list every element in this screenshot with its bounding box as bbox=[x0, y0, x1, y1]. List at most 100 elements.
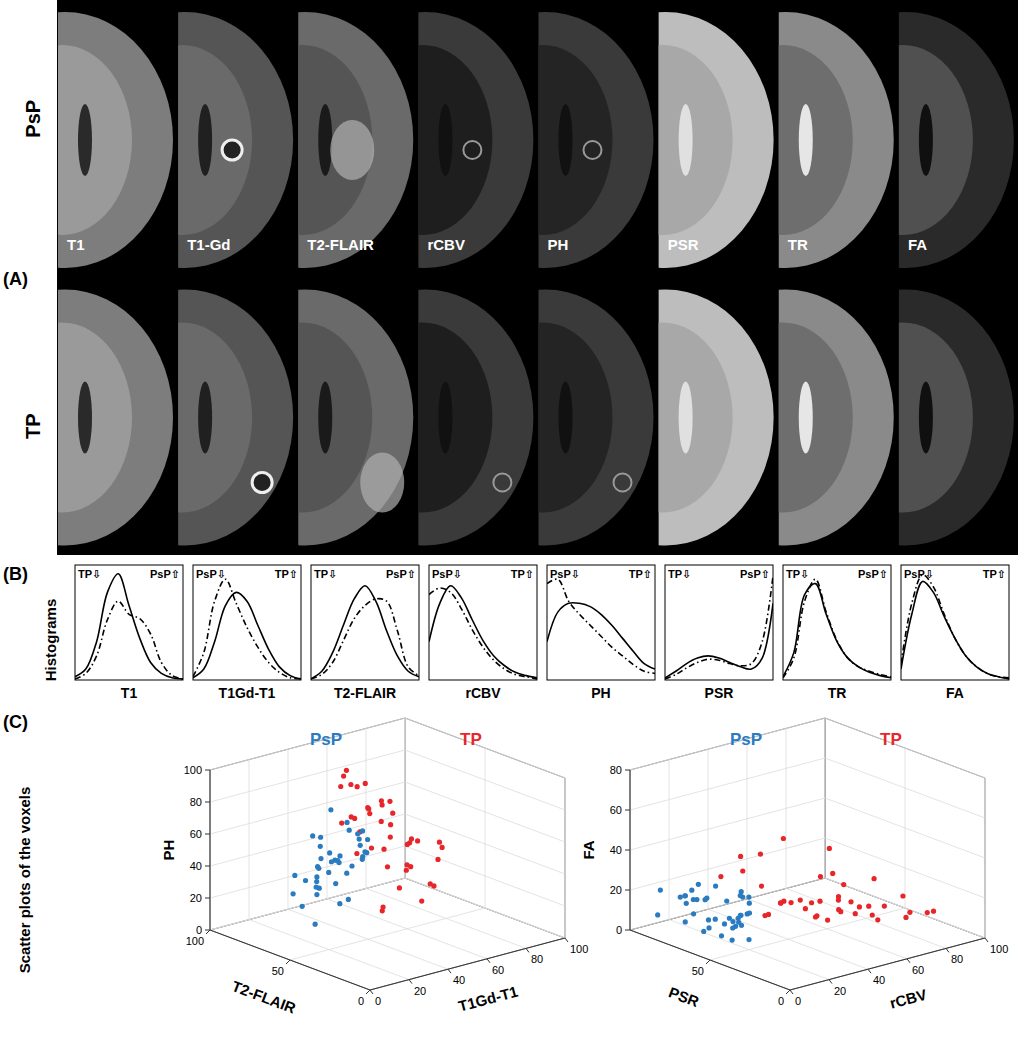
z-tick bbox=[205, 866, 210, 867]
scatter-point bbox=[838, 909, 843, 914]
scatter-point bbox=[387, 799, 392, 804]
hist-plot bbox=[901, 575, 1009, 679]
ventricle bbox=[679, 104, 693, 176]
y-tick-label: 50 bbox=[692, 965, 704, 977]
x-tick-label: 60 bbox=[492, 964, 504, 976]
scatter-point bbox=[739, 923, 744, 928]
scatter-point bbox=[848, 899, 853, 904]
grid-line bbox=[630, 718, 825, 770]
scatter-point bbox=[738, 913, 743, 918]
brain-inner bbox=[659, 323, 733, 513]
y-tick bbox=[286, 960, 290, 964]
grid-line bbox=[327, 739, 328, 899]
grid-line bbox=[290, 908, 485, 960]
grid-line bbox=[825, 838, 985, 898]
scatter-point bbox=[365, 837, 370, 842]
scatter-point bbox=[315, 864, 320, 869]
wall bbox=[825, 718, 985, 938]
brain-outline bbox=[659, 12, 774, 268]
brain-inner bbox=[418, 45, 492, 235]
scatter-point bbox=[318, 835, 323, 840]
grid-line bbox=[210, 846, 405, 898]
scatter-points bbox=[291, 768, 445, 927]
image-tile bbox=[418, 290, 533, 546]
scatter-point bbox=[335, 858, 340, 863]
y-tick-label: 0 bbox=[778, 995, 784, 1007]
scatter-point bbox=[358, 843, 363, 848]
scatter-point bbox=[407, 840, 412, 845]
ventricle bbox=[559, 382, 573, 454]
x-axis-title: T2-FLAIR bbox=[334, 685, 396, 701]
scatter-point bbox=[314, 885, 319, 890]
z-tick bbox=[625, 810, 630, 811]
legend-label: TP bbox=[460, 730, 482, 749]
brain-inner bbox=[779, 45, 853, 235]
scatter-point bbox=[355, 784, 360, 789]
x-tick-label: 80 bbox=[531, 953, 543, 965]
scatter-point bbox=[404, 868, 409, 873]
hist-curve bbox=[311, 586, 419, 679]
scatter-points bbox=[655, 836, 936, 943]
y-axis-title: PSR bbox=[667, 983, 702, 1010]
hist-curve bbox=[311, 599, 419, 679]
x-tick bbox=[487, 959, 490, 963]
hist-annotation: PsP⇧ bbox=[740, 568, 770, 580]
z-axis-title: PH bbox=[160, 840, 177, 861]
scatter-point bbox=[354, 851, 359, 856]
hist-frame bbox=[783, 565, 891, 680]
scatter-point bbox=[658, 888, 663, 893]
scatter-point bbox=[903, 915, 908, 920]
grid-line bbox=[630, 878, 825, 930]
z-tick bbox=[625, 890, 630, 891]
scatter-point bbox=[706, 917, 711, 922]
scatter-point bbox=[318, 856, 323, 861]
scatter-point bbox=[718, 874, 723, 879]
scatter-point bbox=[724, 898, 729, 903]
x-axis-line bbox=[370, 938, 565, 990]
scatter-point bbox=[380, 904, 385, 909]
x-axis-title: rCBV bbox=[465, 685, 501, 701]
image-tile bbox=[899, 290, 1014, 546]
scatter-point bbox=[706, 925, 711, 930]
grid-line bbox=[710, 908, 905, 960]
hist-curve bbox=[75, 601, 183, 679]
z-axis-line bbox=[210, 770, 211, 930]
scatter-point bbox=[803, 906, 808, 911]
scatter-point bbox=[781, 836, 786, 841]
hist-curve bbox=[783, 579, 891, 678]
scatter-point bbox=[870, 912, 875, 917]
x-axis-title: TR bbox=[828, 685, 847, 701]
scatter-point bbox=[722, 921, 727, 926]
grid-line bbox=[405, 814, 565, 874]
scatter-point bbox=[713, 883, 718, 888]
lesion bbox=[584, 141, 602, 159]
x-tick bbox=[868, 969, 871, 973]
x-tick bbox=[985, 938, 988, 942]
figure-canvas: T1T1-GdT2-FLAIRrCBVPHPSRTRFAPsPTP(A)(B)H… bbox=[0, 0, 1024, 1050]
z-tick-label: 80 bbox=[610, 764, 622, 776]
hist-frame bbox=[429, 565, 537, 680]
hist-curve bbox=[193, 592, 301, 679]
x-tick-label: 20 bbox=[414, 985, 426, 997]
scatter-point bbox=[740, 868, 745, 873]
scatter-point bbox=[857, 904, 862, 909]
scatter-point bbox=[825, 917, 830, 922]
z-tick-label: 0 bbox=[196, 924, 202, 936]
column-label: PH bbox=[548, 236, 569, 253]
scatter-point bbox=[788, 900, 793, 905]
hist-annotation: TP⇧ bbox=[275, 568, 298, 580]
grid-line bbox=[210, 878, 405, 930]
x-tick bbox=[370, 990, 373, 994]
column-label: T2-FLAIR bbox=[307, 236, 374, 253]
hist-annotation: PsP⇩ bbox=[432, 568, 462, 580]
brain-outline bbox=[899, 12, 1014, 268]
scatter-point bbox=[435, 857, 440, 862]
scatter-point bbox=[746, 894, 751, 899]
x-tick-label: 80 bbox=[951, 953, 963, 965]
brain-outline bbox=[539, 290, 654, 546]
scatter-point bbox=[303, 878, 308, 883]
scatter3d bbox=[625, 718, 988, 994]
grid-line bbox=[210, 770, 211, 930]
grid-line bbox=[630, 838, 825, 890]
image-tile bbox=[298, 12, 413, 268]
